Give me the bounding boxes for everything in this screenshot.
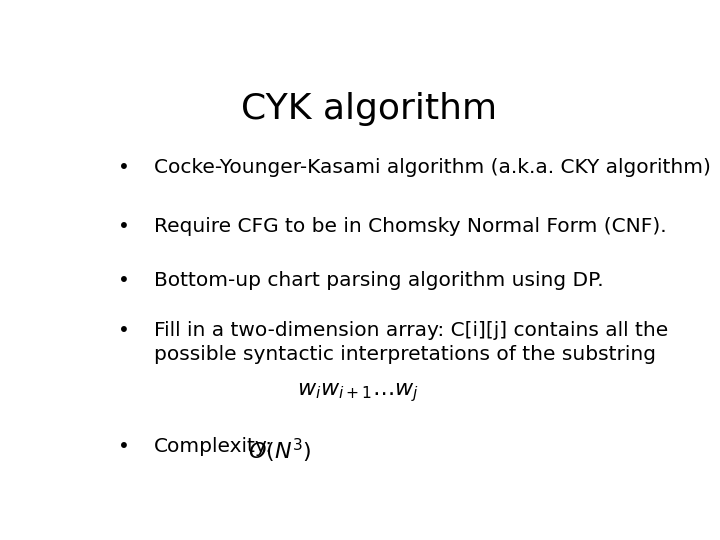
Text: •: • bbox=[117, 217, 130, 235]
Text: Fill in a two-dimension array: C[i][j] contains all the
possible syntactic inter: Fill in a two-dimension array: C[i][j] c… bbox=[154, 321, 668, 364]
Text: •: • bbox=[117, 271, 130, 289]
Text: CYK algorithm: CYK algorithm bbox=[241, 92, 497, 126]
Text: •: • bbox=[117, 437, 130, 456]
Text: $O(N^3)$: $O(N^3)$ bbox=[248, 437, 312, 465]
Text: Cocke-Younger-Kasami algorithm (a.k.a. CKY algorithm): Cocke-Younger-Kasami algorithm (a.k.a. C… bbox=[154, 158, 711, 177]
Text: •: • bbox=[117, 158, 130, 177]
Text: Require CFG to be in Chomsky Normal Form (CNF).: Require CFG to be in Chomsky Normal Form… bbox=[154, 217, 667, 235]
Text: •: • bbox=[117, 321, 130, 340]
Text: Bottom-up chart parsing algorithm using DP.: Bottom-up chart parsing algorithm using … bbox=[154, 271, 604, 289]
Text: Complexity:: Complexity: bbox=[154, 437, 274, 456]
Text: $w_i w_{i+1} \ldots w_j$: $w_i w_{i+1} \ldots w_j$ bbox=[297, 381, 419, 403]
